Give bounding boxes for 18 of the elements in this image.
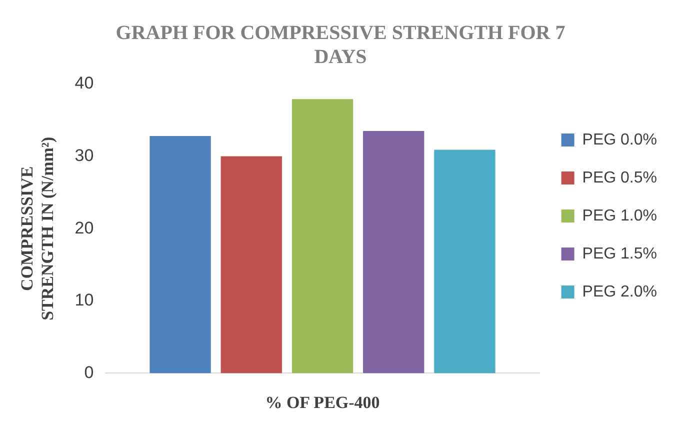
bar <box>220 156 282 374</box>
x-axis-title: % OF PEG-400 <box>265 393 380 412</box>
bar <box>363 130 424 374</box>
y-tick-label: 20 <box>74 218 94 238</box>
legend-label: PEG 1.5% <box>582 245 657 262</box>
bar <box>434 150 496 374</box>
legend-label: PEG 0.0% <box>582 131 657 148</box>
legend-label: PEG 0.5% <box>582 169 657 186</box>
y-axis-title: COMPRESSIVE STRENGTH IN (N/mm²) <box>18 136 57 320</box>
legend-label: PEG 1.0% <box>582 207 657 224</box>
y-tick-label: 0 <box>84 362 94 382</box>
legend-label: PEG 2.0% <box>582 283 657 300</box>
bar <box>292 99 354 374</box>
y-tick-label: 40 <box>74 74 94 93</box>
chart-title: GRAPH FOR COMPRESSIVE STRENGTH FOR 7 DAYS <box>116 22 566 68</box>
y-tick-label: 10 <box>74 290 94 310</box>
bar <box>150 136 211 374</box>
y-tick-label: 30 <box>74 146 94 165</box>
